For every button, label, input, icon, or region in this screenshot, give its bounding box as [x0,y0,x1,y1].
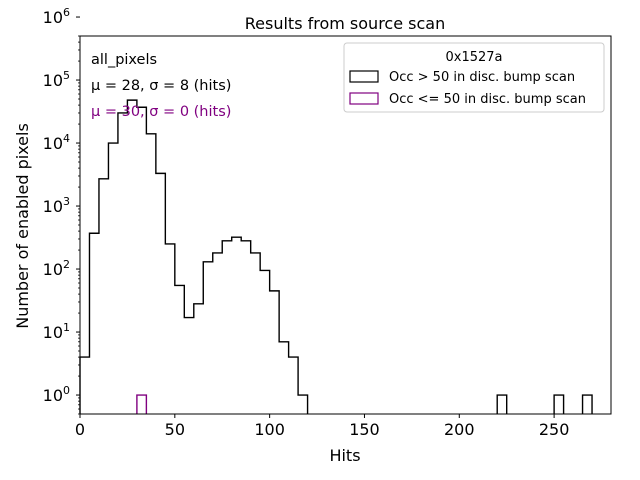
x-tick-label: 100 [254,420,285,439]
axis-ticks: 0 50 100 150 200 250 100 101 102 103 104 105 106 [43,6,570,439]
y-tick-label: 101 [43,321,70,342]
legend-box [343,42,605,113]
x-tick-label: 150 [349,420,380,439]
chart-title: Results from source scan [245,14,445,33]
legend: 0x1527a Occ > 50 in disc. bump scan Occ <=… [343,42,605,113]
stats-annotation: μ = 30, σ = 0 (hits) [91,104,231,120]
y-tick-label: 104 [43,132,70,153]
x-tick-label: 50 [165,420,185,439]
x-tick-label: 0 [75,420,85,439]
y-tick-label: 100 [43,384,70,405]
y-tick-label: 105 [43,69,70,90]
stats-annotation: all_pixels [91,52,157,68]
annotations: all_pixels μ = 28, σ = 8 (hits) μ = 30, σ … [91,52,231,120]
x-axis-label: Hits [329,446,360,465]
y-tick-label: 103 [43,195,70,216]
legend-swatch [349,92,379,105]
legend-swatch [349,70,379,83]
y-axis-label: Number of enabled pixels [13,123,32,329]
legend-entry-label: Occ <= 50 in disc. bump scan [389,92,586,107]
x-tick-label: 200 [444,420,475,439]
y-tick-label: 102 [43,258,70,279]
legend-entry-label: Occ > 50 in disc. bump scan [389,70,575,85]
legend-title: 0x1527a [445,50,502,65]
x-tick-label: 250 [539,420,570,439]
histogram-series-2 [136,394,148,414]
stats-annotation: μ = 28, σ = 8 (hits) [91,78,231,94]
histogram-series-1 [79,99,593,414]
y-tick-label: 106 [43,6,70,27]
